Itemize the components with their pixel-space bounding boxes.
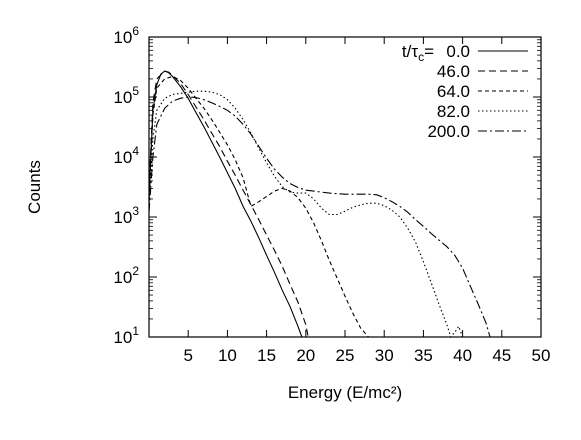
y-tick-label: 105 xyxy=(113,84,139,107)
legend-label: 200.0 xyxy=(427,122,470,141)
series-line-64-0 xyxy=(148,75,369,338)
x-tick-label: 5 xyxy=(183,346,192,365)
series-line-46-0 xyxy=(148,70,309,338)
legend-label: 0.0 xyxy=(446,42,470,61)
legend-header: t/τc= xyxy=(402,42,434,64)
y-tick-label: 106 xyxy=(113,24,139,47)
x-tick-label: 45 xyxy=(492,346,511,365)
series-line-82-0 xyxy=(148,90,464,339)
x-tick-label: 35 xyxy=(414,346,433,365)
x-tick-label: 40 xyxy=(453,346,472,365)
y-tick-label: 103 xyxy=(113,204,139,227)
series-line-200-0 xyxy=(148,96,491,338)
series-lines xyxy=(148,70,491,339)
y-axis-label: Counts xyxy=(25,160,44,214)
y-tick-label: 102 xyxy=(113,264,139,287)
legend-label: 46.0 xyxy=(437,62,470,81)
x-tick-label: 15 xyxy=(257,346,276,365)
y-tick-label: 104 xyxy=(113,144,139,167)
axis-ticks: 5 10 15 20 25 30 35 40 45 50 101 102 103 104 105 106 xyxy=(113,24,550,365)
x-tick-label: 30 xyxy=(375,346,394,365)
x-tick-label: 10 xyxy=(218,346,237,365)
plot-area-group xyxy=(148,36,542,338)
legend-label: 64.0 xyxy=(437,82,470,101)
x-tick-label: 25 xyxy=(336,346,355,365)
x-tick-label: 20 xyxy=(296,346,315,365)
series-line-0-0 xyxy=(148,70,303,338)
x-tick-label: 50 xyxy=(532,346,551,365)
x-axis-label: Energy (E/mc²) xyxy=(288,383,402,402)
plot-frame xyxy=(148,36,542,338)
legend-label: 82.0 xyxy=(437,102,470,121)
y-tick-label: 101 xyxy=(113,324,139,347)
